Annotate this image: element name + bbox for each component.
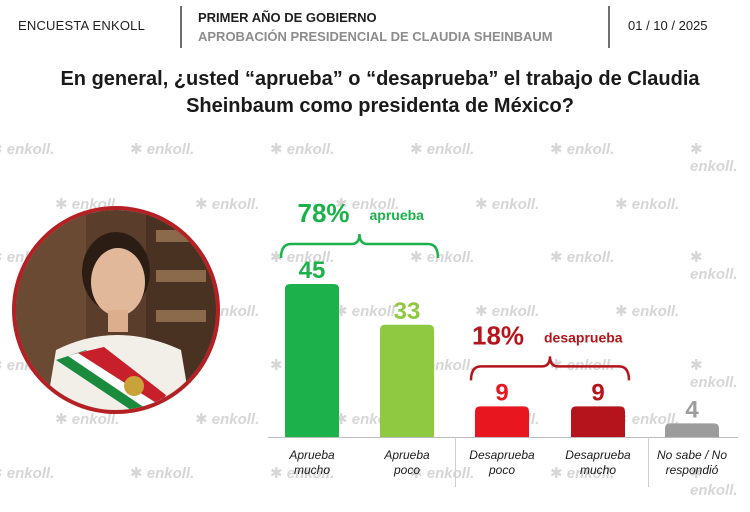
- group-percent: 78%: [298, 198, 350, 228]
- enkoll-watermark: ✱ enkoll.: [195, 196, 260, 213]
- survey-question: En general, ¿usted “aprueba” o “desaprue…: [60, 68, 700, 117]
- header-divider: [180, 6, 182, 48]
- category-label-line: poco: [393, 463, 421, 477]
- enkoll-watermark: ✱ enkoll.: [550, 465, 615, 482]
- category-label-line: No sabe / No: [656, 448, 728, 462]
- group-separator: [455, 437, 456, 487]
- enkoll-watermark: ✱ enkoll.: [690, 141, 738, 175]
- category-label: Aprueba poco: [362, 448, 452, 478]
- category-label-line: poco: [488, 463, 516, 477]
- enkoll-watermark: ✱ enkoll.: [335, 303, 400, 320]
- category-label-line: Aprueba: [289, 448, 335, 462]
- bar-2: [380, 324, 434, 437]
- group-brace: [469, 356, 631, 381]
- enkoll-watermark: ✱ enkoll.: [195, 411, 260, 428]
- enkoll-watermark: ✱ enkoll.: [335, 196, 400, 213]
- enkoll-watermark: ✱ enkoll.: [410, 465, 475, 482]
- enkoll-watermark: ✱ enkoll.: [130, 141, 195, 158]
- chart-baseline: [268, 437, 738, 438]
- enkoll-watermark: ✱ enkoll.: [0, 465, 55, 482]
- header-subtitle: APROBACIÓN PRESIDENCIAL DE CLAUDIA SHEIN…: [198, 29, 553, 44]
- enkoll-watermark: ✱ enkoll.: [550, 249, 615, 266]
- bar-1: [285, 284, 339, 437]
- category-label: Desaprueba mucho: [553, 448, 643, 478]
- category-label-line: Desaprueba: [469, 448, 535, 462]
- category-label-line: respondió: [665, 463, 719, 477]
- enkoll-watermark: ✱ enkoll.: [410, 249, 475, 266]
- group-percent: 18%: [472, 320, 524, 350]
- bar-value-label: 9: [495, 379, 508, 406]
- group-separator: [648, 437, 649, 487]
- enkoll-watermark: ✱ enkoll.: [270, 141, 335, 158]
- bar-value-label: 4: [685, 396, 699, 423]
- group-label: desaprueba: [544, 329, 623, 345]
- category-label-line: mucho: [579, 463, 617, 477]
- enkoll-watermark: ✱ enkoll.: [0, 141, 55, 158]
- enkoll-watermark: ✱ enkoll.: [615, 196, 680, 213]
- category-label: Desaprueba poco: [457, 448, 547, 478]
- enkoll-watermark: ✱ enkoll.: [615, 303, 680, 320]
- category-label-line: mucho: [293, 463, 331, 477]
- enkoll-watermark: ✱ enkoll.: [475, 303, 540, 320]
- category-label-line: Desaprueba: [565, 448, 631, 462]
- category-label: Aprueba mucho: [267, 448, 357, 478]
- enkoll-watermark: ✱ enkoll.: [615, 411, 680, 428]
- enkoll-watermark: ✱ enkoll.: [690, 357, 738, 391]
- enkoll-watermark: ✱ enkoll.: [410, 141, 475, 158]
- header-date: 01 / 10 / 2025: [628, 18, 708, 33]
- bar-value-label: 9: [591, 379, 604, 406]
- bar-value-label: 33: [394, 298, 421, 325]
- brand-label: ENCUESTA ENKOLL: [18, 18, 146, 33]
- category-label: No sabe / No respondió: [647, 448, 737, 478]
- bar-5: [665, 423, 719, 437]
- enkoll-watermark: ✱ enkoll.: [550, 141, 615, 158]
- header: ENCUESTA ENKOLL PRIMER AÑO DE GOBIERNO A…: [0, 0, 750, 52]
- enkoll-watermark: ✱ enkoll.: [130, 465, 195, 482]
- category-label-line: Aprueba: [384, 448, 430, 462]
- bar-value-label: 45: [299, 257, 326, 284]
- enkoll-watermark: ✱ enkoll.: [690, 249, 738, 283]
- enkoll-watermark: ✱ enkoll.: [270, 465, 335, 482]
- header-divider: [608, 6, 610, 48]
- header-title: PRIMER AÑO DE GOBIERNO: [198, 10, 377, 25]
- group-label: aprueba: [370, 207, 425, 223]
- enkoll-watermark: ✱ enkoll.: [690, 465, 738, 499]
- bar-3: [475, 406, 529, 437]
- enkoll-watermark: ✱ enkoll.: [270, 249, 335, 266]
- enkoll-watermark: ✱ enkoll.: [55, 411, 120, 428]
- bar-4: [571, 406, 625, 437]
- group-brace: [279, 233, 440, 259]
- enkoll-watermark: ✱ enkoll.: [475, 196, 540, 213]
